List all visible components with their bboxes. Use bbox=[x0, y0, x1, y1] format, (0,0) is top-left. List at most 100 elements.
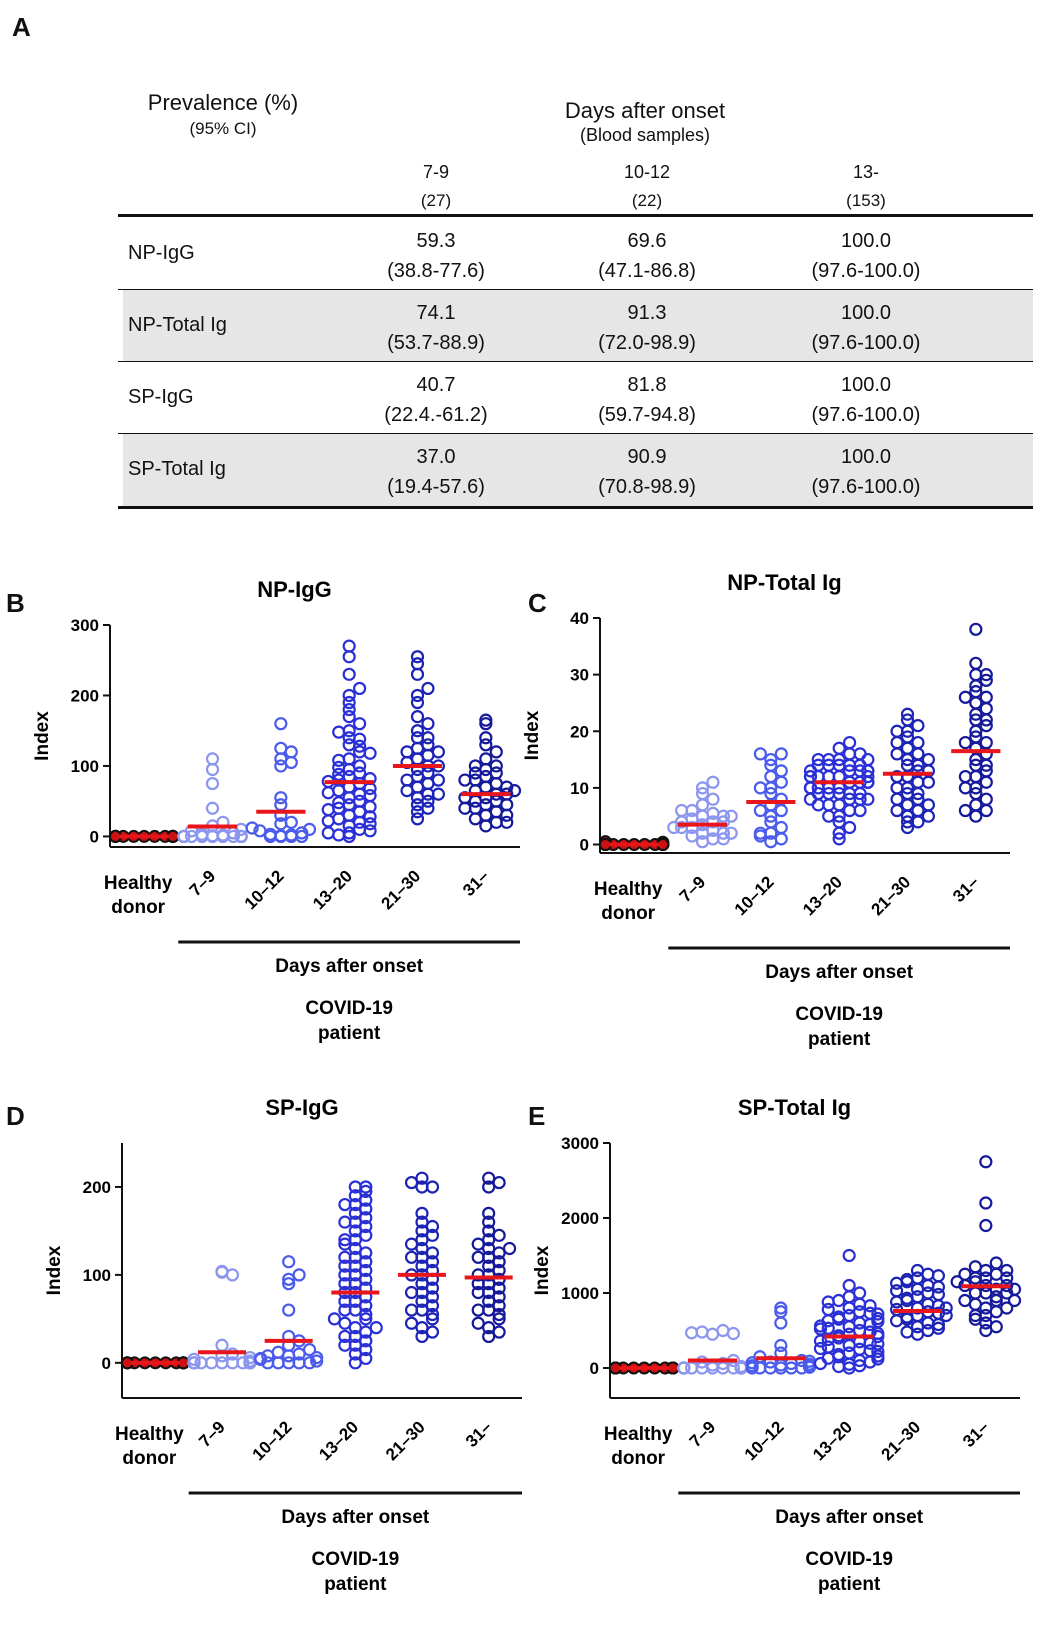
chart-e-data-point bbox=[979, 1196, 993, 1210]
chart-e-data-point bbox=[958, 1267, 972, 1281]
chart-b-data-point bbox=[342, 695, 356, 710]
chart-b-data-point bbox=[410, 710, 425, 724]
days-title: Days after onset bbox=[564, 98, 726, 123]
chart-c-data-point bbox=[861, 792, 875, 806]
chart-d-data-point bbox=[404, 1175, 419, 1190]
chart-d-data-point bbox=[338, 1316, 352, 1330]
chart-e-data-point bbox=[1000, 1271, 1014, 1285]
chart-c-data-point bbox=[832, 798, 846, 812]
chart-d-data-point bbox=[338, 1277, 352, 1291]
chart-d-data-point bbox=[292, 1347, 306, 1361]
chart-c-data-point bbox=[979, 764, 993, 778]
panel-label-c: C bbox=[528, 588, 547, 618]
chart-c-data-point bbox=[832, 741, 846, 755]
chart-c-data-point bbox=[890, 724, 904, 738]
chart-d-data-point bbox=[359, 1312, 373, 1326]
chart-e-data-point bbox=[871, 1344, 885, 1359]
chart-e-data-point bbox=[921, 1316, 935, 1330]
chart-d-data-point bbox=[292, 1268, 306, 1282]
chart-c-data-point bbox=[861, 752, 875, 767]
chart-e-data-point bbox=[853, 1297, 867, 1311]
chart-c-group-label: COVID-19 bbox=[795, 1004, 883, 1025]
chart-c-x-tick-label: 21–30 bbox=[867, 872, 914, 919]
chart-e-data-point bbox=[968, 1297, 982, 1311]
chart-e-data-point bbox=[842, 1338, 856, 1353]
chart-b-data-point bbox=[479, 752, 493, 766]
chart-e-data-point bbox=[842, 1278, 856, 1293]
chart-e-data-point bbox=[813, 1341, 828, 1356]
chart-e-data-point bbox=[677, 1361, 691, 1375]
chart-d-data-point bbox=[359, 1211, 373, 1225]
chart-b-x-label: Days after onset bbox=[275, 956, 424, 977]
chart-d-data-point bbox=[425, 1299, 440, 1313]
chart-e-x-tick-label: 10–12 bbox=[741, 1417, 788, 1464]
chart-c-data-point bbox=[695, 798, 710, 812]
table-cell: 40.7 (22.4.-61.2) bbox=[384, 374, 488, 426]
chart-d-data-point bbox=[415, 1321, 429, 1335]
chart-e-data-point bbox=[608, 1361, 622, 1375]
chart-c-data-point bbox=[822, 809, 836, 823]
chart-b-data-point bbox=[274, 791, 288, 805]
chart-d-data-point bbox=[338, 1294, 352, 1308]
chart-c-data-point bbox=[811, 798, 825, 812]
chart-b-data-point bbox=[489, 759, 503, 773]
table-cell: 100.0 (97.6-100.0) bbox=[811, 302, 921, 354]
chart-d-data-point bbox=[282, 1277, 296, 1291]
chart-d-data-point bbox=[471, 1303, 485, 1317]
chart-b-x-tick-label: Healthy bbox=[104, 873, 173, 894]
chart-d-data-point bbox=[359, 1193, 373, 1207]
chart-b-data-point bbox=[500, 798, 514, 812]
chart-c-data-point bbox=[753, 826, 767, 840]
chart-d-data-point bbox=[482, 1233, 496, 1247]
chart-c-x-tick-label: Healthy bbox=[594, 879, 663, 900]
chart-d-data-point bbox=[415, 1241, 429, 1256]
chart-b-data-point bbox=[479, 713, 493, 727]
chart-d-data-point bbox=[187, 1356, 201, 1370]
chart-b-data-point bbox=[342, 710, 356, 724]
chart-b-data-point bbox=[205, 752, 220, 766]
chart-b-data-point bbox=[205, 776, 220, 791]
chart-c-data-point bbox=[724, 826, 738, 840]
chart-c-data-point bbox=[911, 775, 925, 789]
chart-d-data-point bbox=[369, 1321, 383, 1335]
chart-b-data-point bbox=[410, 812, 425, 826]
chart-c-data-point bbox=[911, 735, 925, 750]
chart-d-data-point bbox=[482, 1215, 496, 1229]
chart-c-data-point bbox=[921, 752, 936, 767]
table-cell: 100.0 (97.6-100.0) bbox=[811, 374, 921, 426]
table-bottom-rule bbox=[118, 506, 1033, 509]
chart-e-data-point bbox=[989, 1305, 1003, 1319]
chart-b-data-point bbox=[332, 796, 346, 810]
chart-c-data-point bbox=[969, 656, 983, 670]
chart-d-data-point bbox=[359, 1299, 373, 1313]
chart-d-data-point bbox=[310, 1350, 324, 1365]
chart-d-data-point bbox=[482, 1329, 496, 1344]
chart-e-data-point bbox=[979, 1263, 993, 1278]
chart-c-data-point bbox=[900, 707, 915, 721]
chart-d-data-point bbox=[482, 1224, 496, 1238]
chart-e-data-point bbox=[695, 1325, 709, 1339]
chart-d-data-point bbox=[425, 1219, 440, 1234]
prevalence-table: A Prevalence (%) (95% CI) Days after ons… bbox=[0, 0, 1049, 545]
chart-b-data-point bbox=[205, 801, 220, 815]
chart-c-data-point bbox=[832, 815, 846, 829]
chart-c-data-point bbox=[764, 769, 778, 784]
chart-d-data-point bbox=[359, 1272, 373, 1286]
table-row: SP-Total Ig 37.0 (19.4-57.6) 90.9 (70.8-98… bbox=[123, 434, 1033, 506]
chart-d-data-point bbox=[338, 1215, 352, 1229]
chart-b-y-tick-label: 300 bbox=[71, 616, 99, 635]
chart-d-data-point bbox=[492, 1325, 506, 1339]
chart-d-data-point bbox=[194, 1356, 208, 1370]
chart-c-data-point bbox=[969, 622, 983, 636]
chart-d-data-point bbox=[492, 1246, 506, 1260]
chart-e-data-point bbox=[774, 1301, 788, 1315]
chart-d-data-point bbox=[254, 1351, 268, 1366]
chart-b-data-point bbox=[468, 766, 482, 780]
chart-b-data-point bbox=[253, 824, 267, 838]
chart-c-data-point bbox=[811, 752, 825, 767]
chart-e-data-point bbox=[863, 1299, 877, 1313]
chart-d-data-point bbox=[348, 1206, 362, 1220]
chart-c-data-point bbox=[890, 747, 904, 761]
chart-e-data-point bbox=[931, 1321, 946, 1335]
